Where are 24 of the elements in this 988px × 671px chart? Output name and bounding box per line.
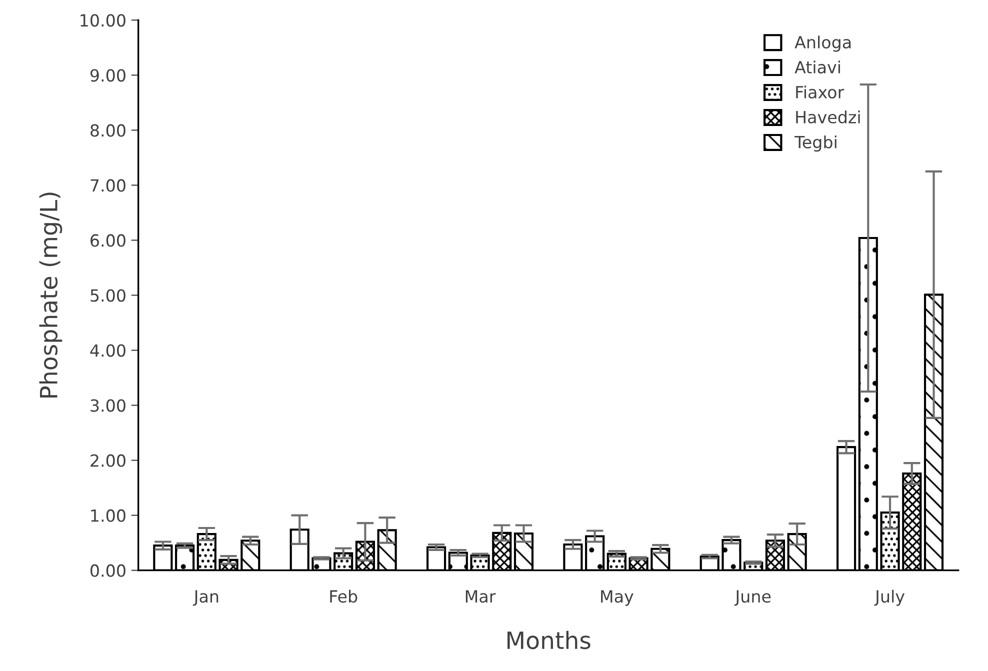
x-tick-label: July xyxy=(874,590,905,606)
y-axis-title: Phosphate (mg/L) xyxy=(39,192,62,398)
y-tick-label: 0.00 xyxy=(90,564,126,577)
y-tick-label: 2.00 xyxy=(90,454,126,467)
y-tick-label: 7.00 xyxy=(90,179,126,192)
legend-label: Anloga xyxy=(794,36,851,52)
x-tick-label: Mar xyxy=(466,590,496,603)
legend-label: Fiaxor xyxy=(796,86,844,98)
legend-label: Tegbi xyxy=(794,135,836,152)
y-tick-label: 10.00 xyxy=(80,14,126,27)
x-tick-label: May xyxy=(601,590,634,606)
y-tick-label: 3.00 xyxy=(90,399,126,412)
legend-label: Atiavi xyxy=(794,60,840,74)
x-tick-label: June xyxy=(734,590,771,606)
legend-label: Havedzi xyxy=(796,110,860,124)
x-tick-label: Feb xyxy=(330,590,358,603)
y-tick-label: 1.00 xyxy=(91,509,126,522)
y-tick-label: 6.00 xyxy=(90,234,126,247)
y-tick-label: 9.00 xyxy=(90,69,126,82)
y-tick-label: 5.00 xyxy=(90,289,126,302)
x-axis-title: Months xyxy=(508,630,590,650)
y-tick-label: 4.00 xyxy=(90,344,126,357)
y-tick-label: 8.00 xyxy=(90,124,126,137)
x-tick-label: Jan xyxy=(192,590,218,606)
